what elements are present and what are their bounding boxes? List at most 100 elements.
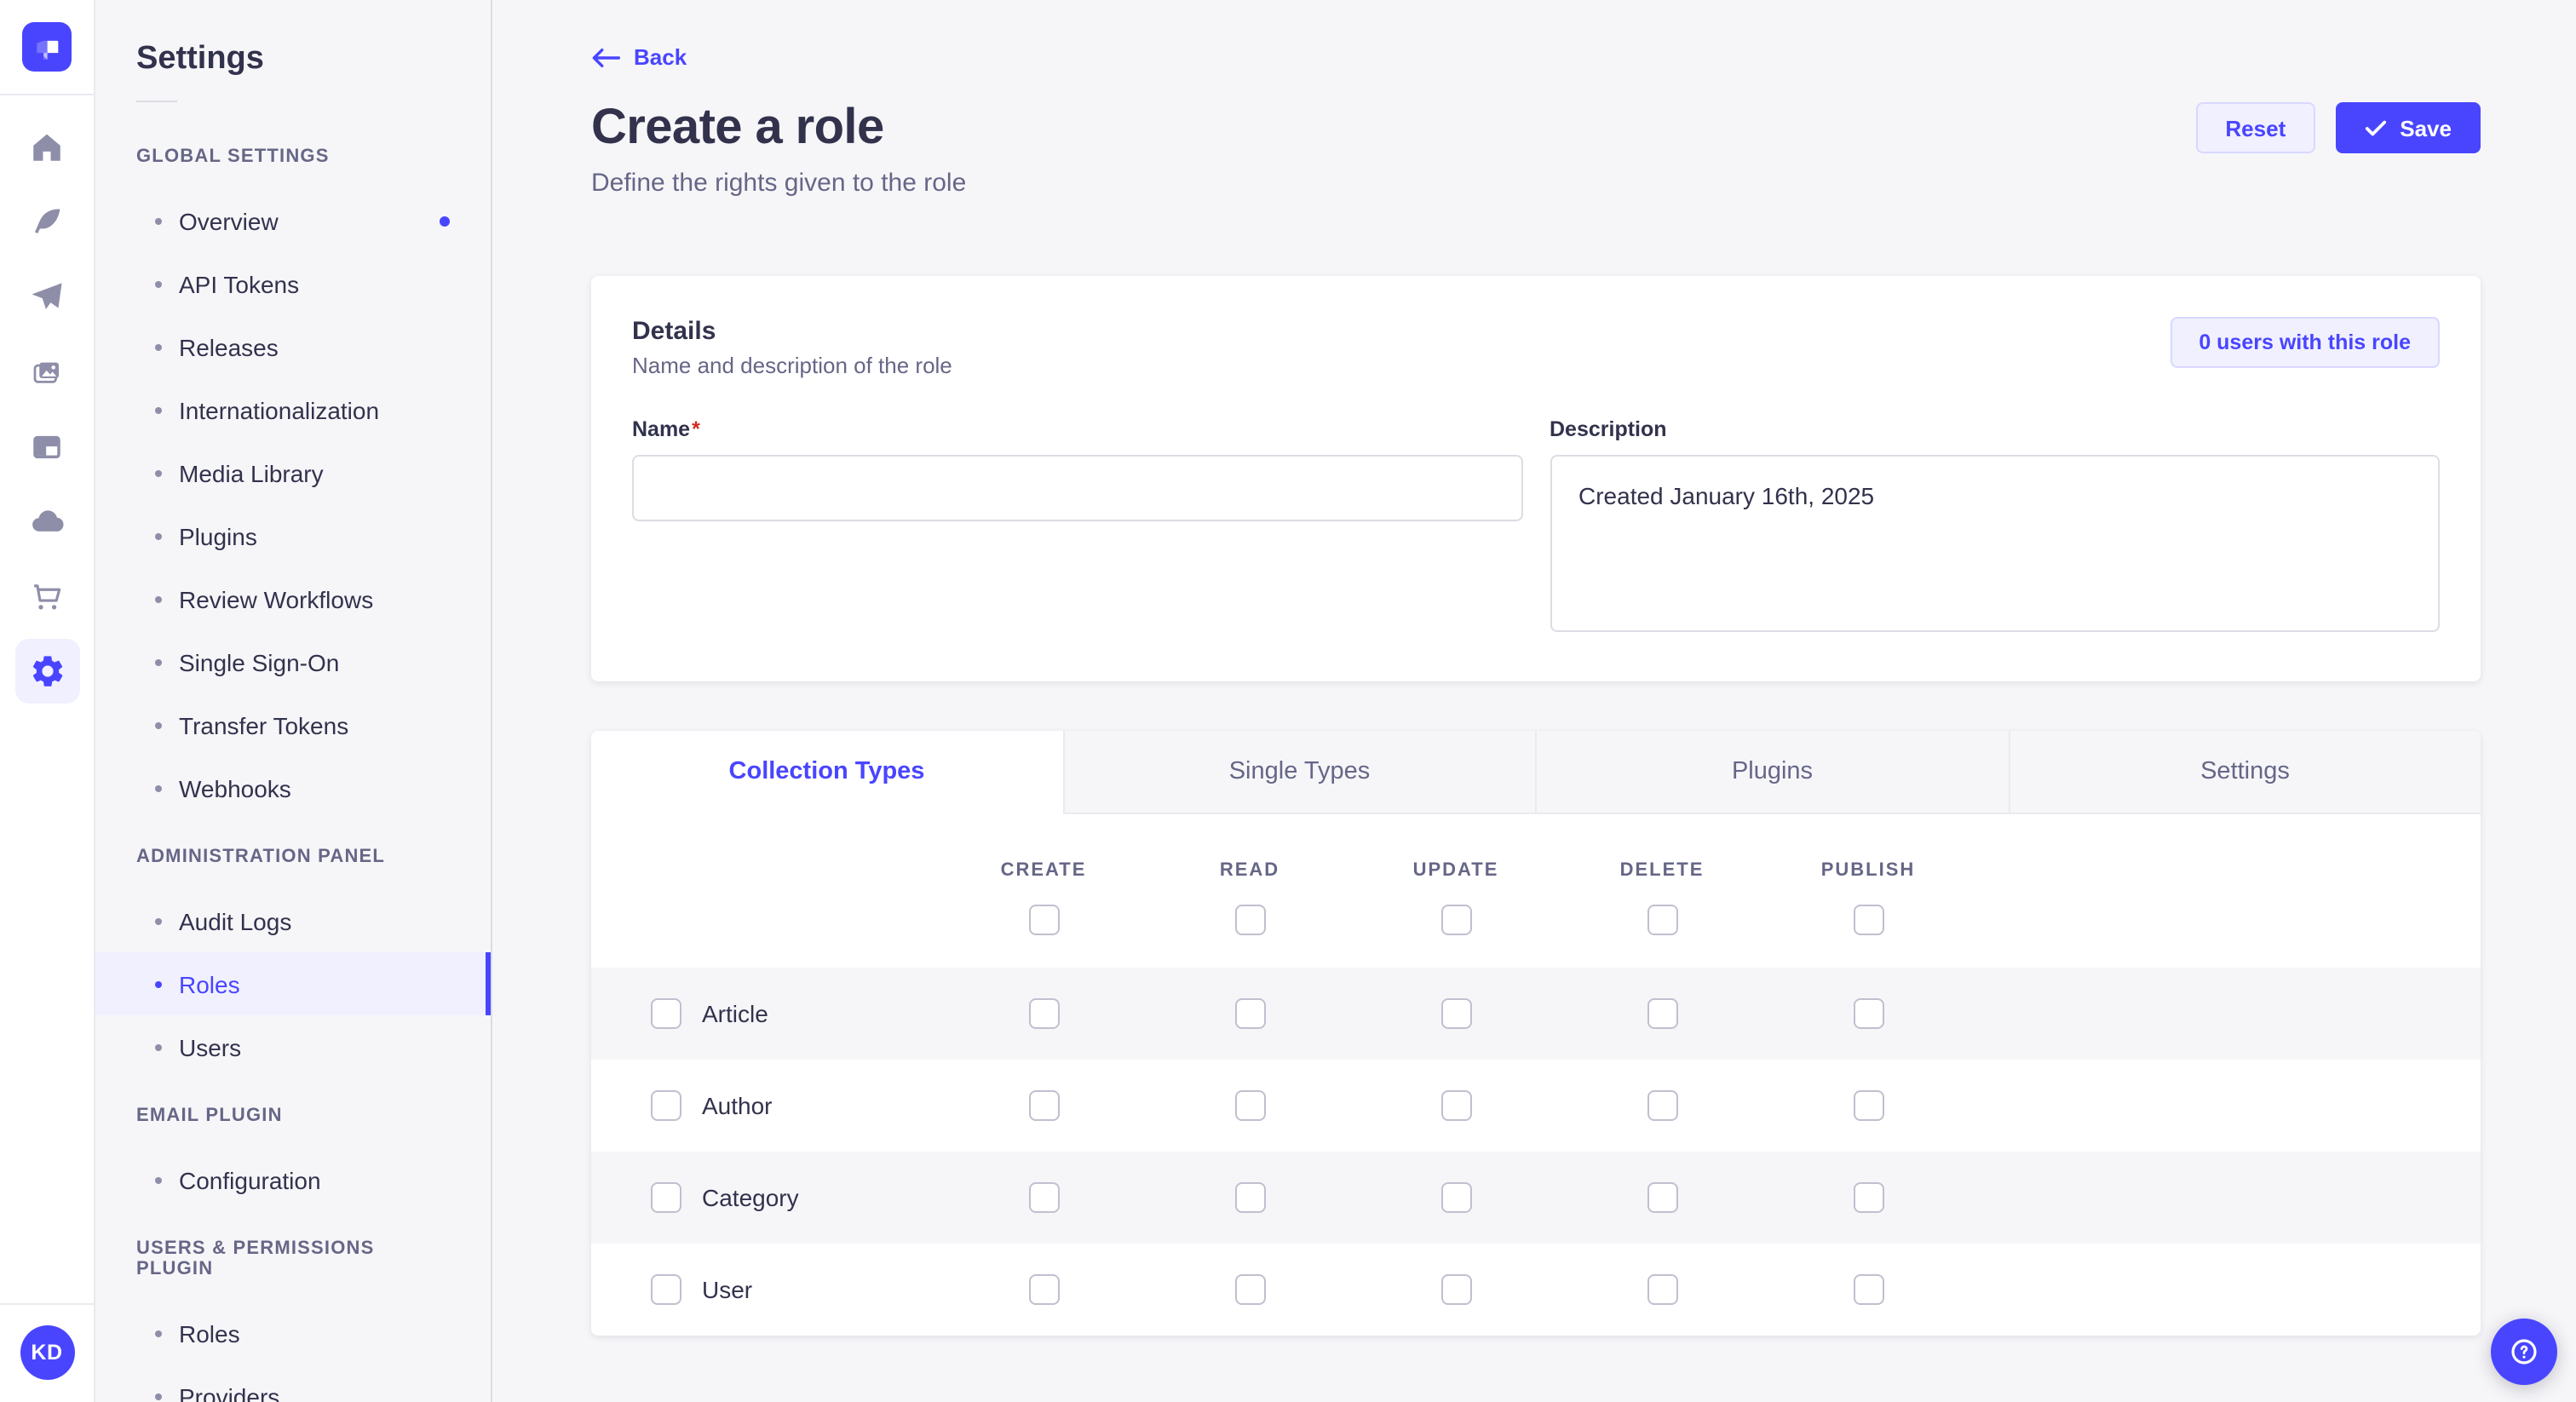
sidebar-item-api-tokens[interactable]: API Tokens — [95, 252, 491, 315]
permission-cell — [1353, 1273, 1559, 1304]
back-link[interactable]: Back — [591, 44, 687, 70]
bullet-icon — [155, 1176, 162, 1183]
sidebar-item-roles[interactable]: Roles — [95, 952, 491, 1015]
page-title: Create a role — [591, 100, 884, 154]
rail-feather-icon[interactable] — [9, 184, 84, 259]
select-all-publish-checkbox[interactable] — [1853, 904, 1883, 934]
select-all-update-checkbox[interactable] — [1440, 904, 1471, 934]
rail-cloud-icon[interactable] — [9, 484, 84, 559]
name-field-group: Name * — [632, 413, 1522, 640]
user-read-checkbox[interactable] — [1234, 1273, 1265, 1304]
permission-cell — [940, 1181, 1147, 1212]
sidebar-item-transfer-tokens[interactable]: Transfer Tokens — [95, 693, 491, 756]
rail-home-icon[interactable] — [9, 109, 84, 184]
rail-icon-list — [9, 95, 84, 709]
bullet-icon — [155, 406, 162, 413]
sidebar-item-review-workflows[interactable]: Review Workflows — [95, 567, 491, 630]
permissions-rows: Article Author Category User — [591, 967, 2481, 1335]
description-textarea[interactable]: Created January 16th, 2025 — [1550, 454, 2440, 631]
bullet-icon — [155, 980, 162, 987]
article-create-checkbox[interactable] — [1028, 997, 1059, 1028]
rail-cart-icon[interactable] — [9, 559, 84, 634]
sidebar-item-media-library[interactable]: Media Library — [95, 441, 491, 504]
row-checkbox-author[interactable] — [651, 1089, 681, 1120]
permission-cell — [1765, 1273, 1971, 1304]
sidebar-item-users[interactable]: Users — [95, 1015, 491, 1078]
permission-cell — [1559, 1273, 1765, 1304]
save-button[interactable]: Save — [2335, 102, 2481, 153]
question-mark-icon — [2508, 1336, 2540, 1368]
sidebar-item-webhooks[interactable]: Webhooks — [95, 756, 491, 819]
category-update-checkbox[interactable] — [1440, 1181, 1471, 1212]
paper-plane-icon — [14, 264, 79, 329]
user-update-checkbox[interactable] — [1440, 1273, 1471, 1304]
user-avatar[interactable]: KD — [20, 1325, 74, 1380]
tab-plugins[interactable]: Plugins — [1535, 730, 2008, 813]
article-delete-checkbox[interactable] — [1647, 997, 1677, 1028]
sidebar-item-internationalization[interactable]: Internationalization — [95, 378, 491, 441]
row-label-cell: Author — [591, 1089, 940, 1120]
sidebar-item-providers[interactable]: Providers — [95, 1365, 491, 1402]
category-read-checkbox[interactable] — [1234, 1181, 1265, 1212]
sidebar-item-label: Configuration — [179, 1166, 321, 1193]
cart-icon — [14, 564, 79, 629]
select-all-create-checkbox[interactable] — [1028, 904, 1059, 934]
category-delete-checkbox[interactable] — [1647, 1181, 1677, 1212]
row-checkbox-category[interactable] — [651, 1181, 681, 1212]
name-label: Name * — [632, 417, 700, 440]
sidebar-section-label: USERS & PERMISSIONS PLUGIN — [136, 1238, 375, 1279]
strapi-logo[interactable] — [22, 22, 72, 72]
category-publish-checkbox[interactable] — [1853, 1181, 1883, 1212]
author-create-checkbox[interactable] — [1028, 1089, 1059, 1120]
tab-collection-types[interactable]: Collection Types — [591, 730, 1062, 813]
home-icon — [14, 114, 79, 179]
sidebar-item-single-sign-on[interactable]: Single Sign-On — [95, 630, 491, 693]
permission-cell — [940, 1089, 1147, 1120]
user-delete-checkbox[interactable] — [1647, 1273, 1677, 1304]
sidebar-item-audit-logs[interactable]: Audit Logs — [95, 889, 491, 952]
required-asterisk: * — [692, 417, 700, 440]
article-read-checkbox[interactable] — [1234, 997, 1265, 1028]
sidebar-item-label: Webhooks — [179, 774, 291, 802]
author-read-checkbox[interactable] — [1234, 1089, 1265, 1120]
help-button[interactable] — [2491, 1319, 2557, 1385]
row-label-cell: Category — [591, 1181, 940, 1212]
select-all-delete-checkbox[interactable] — [1647, 904, 1677, 934]
row-checkbox-article[interactable] — [651, 997, 681, 1028]
tab-single-types[interactable]: Single Types — [1062, 730, 1535, 813]
rail-gear-icon[interactable] — [9, 634, 84, 709]
sidebar-item-releases[interactable]: Releases — [95, 315, 491, 378]
name-input[interactable] — [632, 454, 1522, 520]
sidebar-item-roles[interactable]: Roles — [95, 1301, 491, 1365]
permission-cell — [1147, 1273, 1353, 1304]
sidebar-item-configuration[interactable]: Configuration — [95, 1148, 491, 1211]
select-all-read-checkbox[interactable] — [1234, 904, 1265, 934]
author-delete-checkbox[interactable] — [1647, 1089, 1677, 1120]
rail-layout-icon[interactable] — [9, 409, 84, 484]
details-title: Details — [632, 316, 716, 345]
article-publish-checkbox[interactable] — [1853, 997, 1883, 1028]
column-header-create: CREATE — [940, 813, 1147, 934]
sidebar-item-label: API Tokens — [179, 270, 300, 297]
user-create-checkbox[interactable] — [1028, 1273, 1059, 1304]
row-checkbox-user[interactable] — [651, 1273, 681, 1304]
reset-button[interactable]: Reset — [2196, 102, 2315, 153]
users-with-role-badge[interactable]: 0 users with this role — [2170, 316, 2440, 367]
rail-paper-plane-icon[interactable] — [9, 259, 84, 334]
permission-cell — [1147, 997, 1353, 1028]
author-publish-checkbox[interactable] — [1853, 1089, 1883, 1120]
author-update-checkbox[interactable] — [1440, 1089, 1471, 1120]
category-create-checkbox[interactable] — [1028, 1181, 1059, 1212]
logo-section — [0, 0, 94, 95]
main-content: Back Create a role Reset Save Define the… — [492, 0, 2576, 1402]
user-publish-checkbox[interactable] — [1853, 1273, 1883, 1304]
sidebar-item-label: Providers — [179, 1382, 280, 1402]
rail-pictures-icon[interactable] — [9, 334, 84, 409]
bullet-icon — [155, 343, 162, 350]
permission-cell — [1353, 1181, 1559, 1212]
article-update-checkbox[interactable] — [1440, 997, 1471, 1028]
save-label: Save — [2400, 115, 2452, 141]
sidebar-item-overview[interactable]: Overview — [95, 189, 491, 252]
sidebar-item-plugins[interactable]: Plugins — [95, 504, 491, 567]
tab-settings[interactable]: Settings — [2008, 730, 2481, 813]
